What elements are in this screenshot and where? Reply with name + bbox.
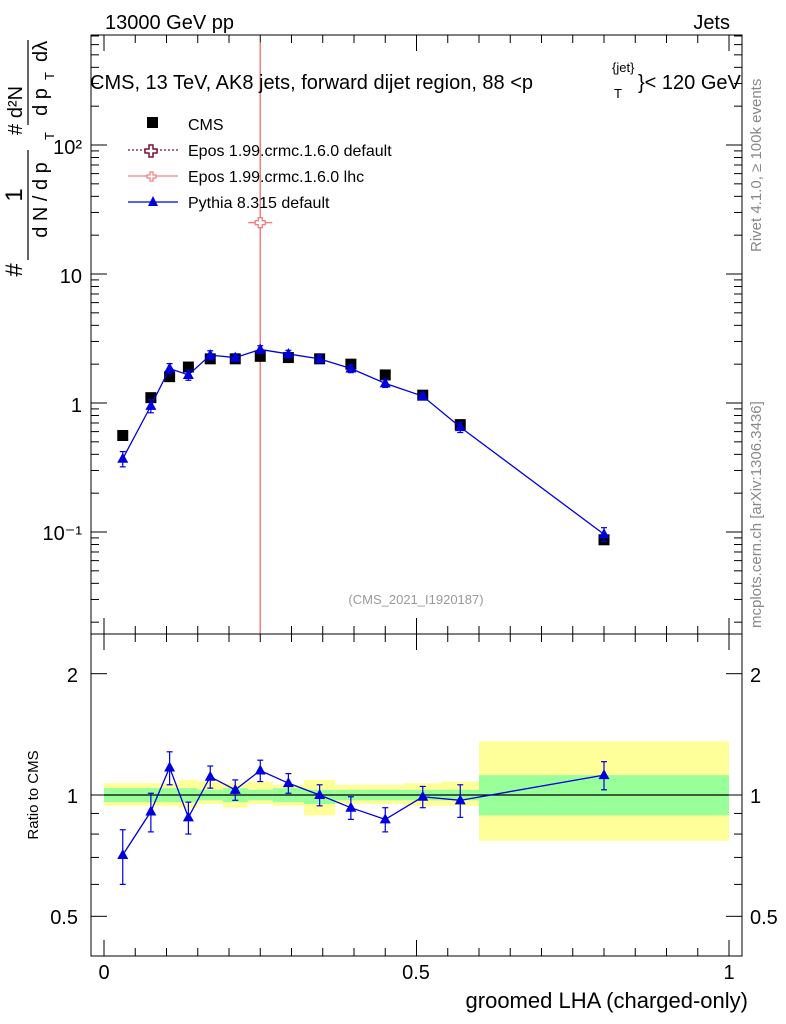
ylabel-one: 1 bbox=[1, 188, 28, 201]
pythia-ratio-point bbox=[417, 790, 429, 801]
x-axis-label: groomed LHA (charged-only) bbox=[466, 988, 748, 1013]
pythia-ratio-line bbox=[122, 765, 605, 856]
ratio-data-layer bbox=[117, 751, 610, 886]
rivet-label: Rivet 4.1.0, ≥ 100k events bbox=[748, 79, 765, 252]
pythia-point bbox=[204, 349, 216, 360]
pythia-ratio-point bbox=[379, 813, 391, 824]
ylabel-num2: d²N bbox=[5, 86, 27, 118]
ratio-y-axis-label: Ratio to CMS bbox=[25, 750, 42, 839]
x-tick-label: 0.5 bbox=[402, 962, 430, 984]
y-tick-label: 10⁻¹ bbox=[43, 523, 83, 545]
main-y-tick-labels: 10⁻¹ 1 10 10² bbox=[43, 137, 83, 545]
pythia-point bbox=[345, 362, 357, 373]
legend-marker-epos-lhc bbox=[128, 171, 178, 182]
ylabel-den2: d p bbox=[30, 88, 52, 116]
pythia-ratio-point bbox=[314, 789, 326, 799]
pythia-ratio-point bbox=[254, 764, 266, 775]
y-tick-label: 1 bbox=[71, 395, 82, 417]
pythia-ratio-point bbox=[454, 794, 466, 805]
ratio-y-tick-label-right: 1 bbox=[750, 786, 761, 808]
pythia-ratio-point bbox=[282, 777, 294, 788]
ratio-y-tick-label: 0.5 bbox=[50, 907, 78, 929]
ratio-y-tick-label: 2 bbox=[67, 665, 78, 687]
cms-point bbox=[117, 429, 129, 441]
pythia-point bbox=[145, 399, 157, 410]
ratio-y-tick-labels: 0.5 1 2 0.5 1 2 bbox=[50, 665, 778, 929]
ratio-panel-frame bbox=[90, 633, 743, 957]
pythia-ratio-point bbox=[182, 811, 194, 822]
cms-point bbox=[379, 369, 391, 381]
ratio-y-tick-label-right: 0.5 bbox=[750, 907, 778, 929]
pythia-ratio-point bbox=[229, 783, 241, 794]
ylabel-hash1: # bbox=[1, 263, 28, 277]
pythia-point bbox=[254, 343, 266, 354]
legend-marker-pythia bbox=[128, 196, 178, 206]
epos-lhc-point bbox=[254, 217, 266, 229]
ylabel-sub: T bbox=[42, 132, 57, 140]
y-tick-label: 10² bbox=[53, 137, 82, 159]
pythia-point bbox=[417, 390, 429, 401]
ylabel-den: d N / d p bbox=[30, 162, 52, 238]
pythia-point bbox=[164, 362, 176, 373]
legend-marker-epos-default bbox=[128, 144, 178, 158]
pythia-point bbox=[282, 347, 294, 358]
cms-point bbox=[145, 392, 157, 404]
pythia-ratio-point bbox=[345, 801, 357, 812]
x-tick-label: 0 bbox=[98, 962, 109, 984]
ylabel-den2b: dλ bbox=[30, 41, 52, 62]
legend-marker-cms bbox=[147, 117, 158, 128]
title-sub: T bbox=[614, 86, 622, 101]
pythia-ratio-point bbox=[204, 770, 216, 781]
pythia-point bbox=[454, 421, 466, 432]
legend: CMS Epos 1.99.crmc.1.6.0 default Epos 1.… bbox=[128, 117, 392, 212]
title-end: }< 120 GeV bbox=[638, 72, 742, 94]
legend-label-epos-lhc: Epos 1.99.crmc.1.6.0 lhc bbox=[188, 169, 364, 186]
ylabel-hash2: # bbox=[5, 123, 27, 135]
pythia-point bbox=[598, 528, 610, 539]
y-tick-label: 10 bbox=[60, 266, 82, 288]
ratio-y-tick-label: 1 bbox=[67, 786, 78, 808]
x-tick-label: 1 bbox=[723, 962, 734, 984]
pythia-ratio-point bbox=[164, 761, 176, 772]
cms-point bbox=[164, 371, 176, 383]
title-sup: {jet} bbox=[612, 60, 635, 75]
ylabel-den2-sub: T bbox=[42, 72, 57, 80]
ratio-y-tick-label-right: 2 bbox=[750, 665, 761, 687]
legend-label-cms: CMS bbox=[188, 117, 224, 134]
pythia-ratio-point bbox=[598, 769, 610, 780]
main-data-layer bbox=[117, 42, 610, 634]
cms-point bbox=[254, 350, 266, 362]
legend-label-epos-default: Epos 1.99.crmc.1.6.0 default bbox=[188, 143, 392, 160]
pythia-point bbox=[182, 368, 194, 379]
pythia-point bbox=[379, 377, 391, 388]
pythia-point bbox=[314, 352, 326, 363]
mcplots-label: mcplots.cern.ch [arXiv:1306.3436] bbox=[748, 401, 765, 628]
main-title: CMS, 13 TeV, AK8 jets, forward dijet reg… bbox=[90, 60, 742, 101]
analysis-id: (CMS_2021_I1920187) bbox=[348, 592, 483, 607]
pythia-point bbox=[117, 452, 129, 463]
x-tick-labels: 0 0.5 1 bbox=[98, 962, 734, 984]
pythia-point bbox=[229, 351, 241, 362]
header-left: 13000 GeV pp bbox=[105, 12, 234, 34]
pythia-line bbox=[122, 348, 605, 535]
pythia-ratio-point bbox=[145, 805, 157, 816]
main-axis-ticks bbox=[91, 35, 742, 634]
pythia-ratio-point bbox=[117, 848, 129, 859]
ratio-bands bbox=[104, 741, 729, 841]
legend-label-pythia: Pythia 8.315 default bbox=[188, 195, 330, 212]
ratio-axis-ticks bbox=[91, 634, 742, 956]
main-y-axis-label: # 1 d N / d p T # d²N d p T dλ bbox=[1, 40, 57, 277]
header-right: Jets bbox=[693, 12, 730, 34]
cms-point bbox=[182, 361, 194, 373]
title-text: CMS, 13 TeV, AK8 jets, forward dijet reg… bbox=[90, 72, 533, 94]
